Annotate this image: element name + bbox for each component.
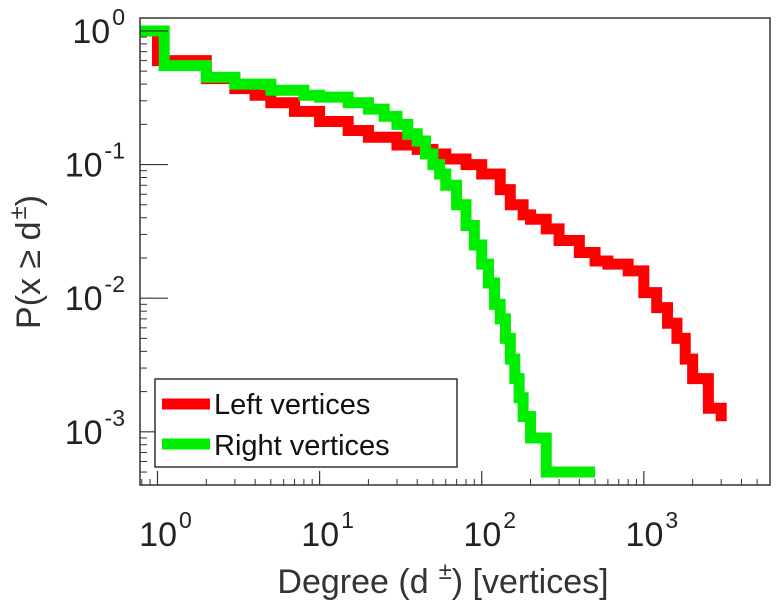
y-tick-label: 100	[72, 4, 125, 51]
x-tick-label: 100	[139, 507, 192, 554]
minor-ticks	[140, 36, 758, 485]
x-tick-label: 103	[626, 507, 679, 554]
y-tick-label: 10-2	[65, 271, 125, 318]
x-tick-label: 101	[301, 507, 354, 554]
legend: Left vertices Right vertices	[154, 378, 458, 468]
y-tick-label: 10-1	[65, 138, 125, 185]
plot-area	[139, 17, 771, 486]
x-axis-title: Degree (d ±) [vertices]	[277, 558, 608, 600]
x-tick-labels: 100 101 102 103	[139, 507, 678, 554]
legend-label-left: Left vertices	[214, 389, 370, 421]
series-right-vertices-line	[140, 25, 596, 478]
legend-label-right: Right vertices	[214, 430, 390, 462]
series-layer	[140, 25, 727, 478]
y-tick-label: 10-3	[65, 405, 125, 452]
y-axis-title: P(x ≥ d±)	[5, 195, 48, 329]
series-left-vertices-line	[140, 25, 727, 422]
x-tick-label: 102	[463, 507, 516, 554]
y-tick-labels: 100 10-1 10-2 10-3	[65, 4, 125, 452]
legend-box	[154, 378, 458, 468]
